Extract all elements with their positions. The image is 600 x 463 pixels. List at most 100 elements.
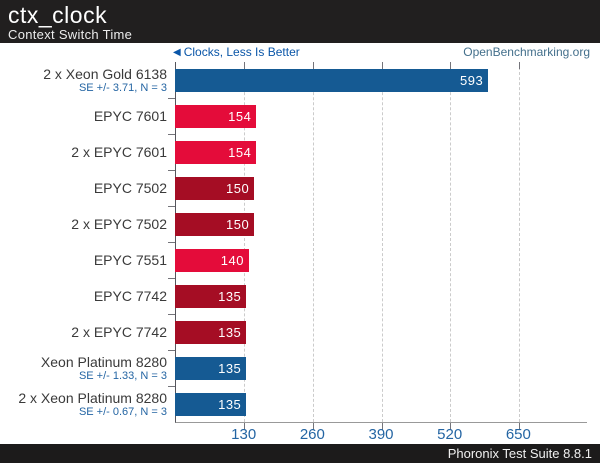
bar: 135	[175, 393, 247, 417]
bar: 135	[175, 357, 247, 381]
bar-label-cell: 2 x EPYC 7742	[0, 325, 171, 340]
openbenchmarking-watermark: OpenBenchmarking.org	[463, 45, 590, 59]
bar-label-cell: EPYC 7502	[0, 179, 171, 196]
tick-bottom-260	[312, 423, 314, 430]
bar-track: 150	[175, 170, 587, 206]
bar-track: 154	[175, 98, 587, 134]
tick-bottom-390	[381, 423, 383, 430]
chart-header: ctx_clock Context Switch Time	[0, 0, 600, 43]
bar-track: 135	[175, 387, 587, 423]
bar-value: 593	[460, 72, 484, 88]
x-axis-labels: 130 260 390 520 650	[175, 426, 587, 444]
bar-label-cell: 2 x Xeon Platinum 8280 SE +/- 0.67, N = 3	[0, 390, 171, 419]
gridline-520	[449, 62, 451, 422]
chart-row: 2 x Xeon Gold 6138 SE +/- 3.71, N = 3 593	[0, 62, 587, 98]
chart-row: 2 x EPYC 7502 150	[0, 206, 587, 242]
row-tick	[168, 314, 175, 315]
row-tick	[168, 98, 175, 99]
chart-rows: 2 x Xeon Gold 6138 SE +/- 3.71, N = 3 593 E…	[0, 62, 587, 423]
tick-top-130	[244, 62, 246, 69]
bar-label-cell: Xeon Platinum 8280 SE +/- 1.33, N = 3	[0, 354, 171, 383]
bar-track: 135	[175, 315, 587, 351]
cpu-label: EPYC 7601	[93, 107, 167, 124]
bar-track: 150	[175, 206, 587, 242]
chart-subtitle: Context Switch Time	[8, 27, 133, 42]
bar-label-cell: 2 x EPYC 7601	[0, 143, 171, 160]
less-is-better-label: Clocks, Less Is Better	[183, 45, 300, 59]
bar-value: 135	[218, 397, 242, 413]
gridline-390	[381, 62, 383, 422]
bar-label-cell: 2 x EPYC 7502	[0, 215, 171, 232]
bar-value: 150	[226, 180, 250, 196]
chart-row: EPYC 7742 135	[0, 279, 587, 315]
se-label: SE +/- 3.71, N = 3	[78, 81, 167, 94]
chart-footer: Phoronix Test Suite 8.8.1	[0, 444, 600, 463]
bar-track: 135	[175, 279, 587, 315]
chart-row: EPYC 7601 154	[0, 98, 587, 134]
left-arrow-icon: ◀	[173, 47, 181, 58]
chart-title: ctx_clock	[8, 2, 108, 28]
bar-track: 593	[175, 62, 587, 98]
x-tick-label-260: 260	[299, 426, 325, 443]
tick-top-520	[449, 62, 451, 69]
tick-top-390	[381, 62, 383, 69]
x-tick-label-390: 390	[368, 426, 394, 443]
bar-label-cell: 2 x Xeon Gold 6138 SE +/- 3.71, N = 3	[0, 65, 171, 94]
cpu-label: 2 x EPYC 7601	[71, 143, 167, 160]
tick-top-260	[312, 62, 314, 69]
cpu-label: EPYC 7502	[93, 179, 167, 196]
cpu-label: 2 x EPYC 7502	[71, 215, 167, 232]
bar-track: 154	[175, 134, 587, 170]
less-is-better-note: ◀ Clocks, Less Is Better	[173, 45, 300, 59]
gridline-260	[312, 62, 314, 422]
row-tick	[168, 170, 175, 171]
row-tick	[168, 242, 175, 243]
cpu-label: Xeon Platinum 8280	[40, 354, 167, 371]
bar-value: 135	[218, 361, 242, 377]
x-tick-label-130: 130	[231, 426, 257, 443]
row-tick	[168, 278, 175, 279]
bar: 135	[175, 321, 247, 345]
chart-row: 2 x EPYC 7601 154	[0, 134, 587, 170]
cpu-label: 2 x Xeon Platinum 8280	[18, 390, 167, 407]
bar-value: 150	[226, 216, 250, 232]
cpu-label: EPYC 7742	[93, 288, 167, 305]
bar-value: 140	[220, 253, 244, 269]
x-tick-label-520: 520	[437, 426, 463, 443]
bar-value: 135	[218, 325, 242, 341]
tick-bottom-520	[449, 423, 451, 430]
bar: 150	[175, 212, 255, 236]
bar: 593	[175, 68, 489, 92]
chart-row: Xeon Platinum 8280 SE +/- 1.33, N = 3 135	[0, 351, 587, 387]
chart-row: EPYC 7502 150	[0, 170, 587, 206]
row-tick	[168, 386, 175, 387]
gridline-650	[518, 62, 520, 422]
tick-bottom-650	[518, 423, 520, 430]
bar-value: 154	[228, 108, 252, 124]
bar-value: 154	[228, 144, 252, 160]
chart-row: 2 x EPYC 7742 135	[0, 315, 587, 351]
x-tick-label-650: 650	[505, 426, 531, 443]
bar: 154	[175, 104, 257, 128]
se-label: SE +/- 1.33, N = 3	[78, 370, 167, 383]
cpu-label: 2 x Xeon Gold 6138	[43, 65, 167, 82]
row-tick	[168, 134, 175, 135]
footer-label: Phoronix Test Suite 8.8.1	[447, 446, 592, 461]
bar: 154	[175, 140, 257, 164]
gridline-130	[244, 62, 246, 422]
row-tick	[168, 206, 175, 207]
plot-area	[168, 62, 587, 430]
tick-top-650	[518, 62, 520, 69]
bar: 140	[175, 249, 249, 273]
bar-value: 135	[218, 289, 242, 305]
se-label: SE +/- 0.67, N = 3	[78, 406, 167, 419]
bar-label-cell: EPYC 7551	[0, 253, 171, 268]
bar-track: 140	[175, 242, 587, 278]
tick-bottom-130	[244, 423, 246, 430]
chart-row: 2 x Xeon Platinum 8280 SE +/- 0.67, N = 3…	[0, 387, 587, 423]
bar: 150	[175, 176, 255, 200]
cpu-label: EPYC 7551	[93, 252, 167, 269]
bar-label-cell: EPYC 7742	[0, 289, 171, 304]
bar-label-cell: EPYC 7601	[0, 107, 171, 124]
